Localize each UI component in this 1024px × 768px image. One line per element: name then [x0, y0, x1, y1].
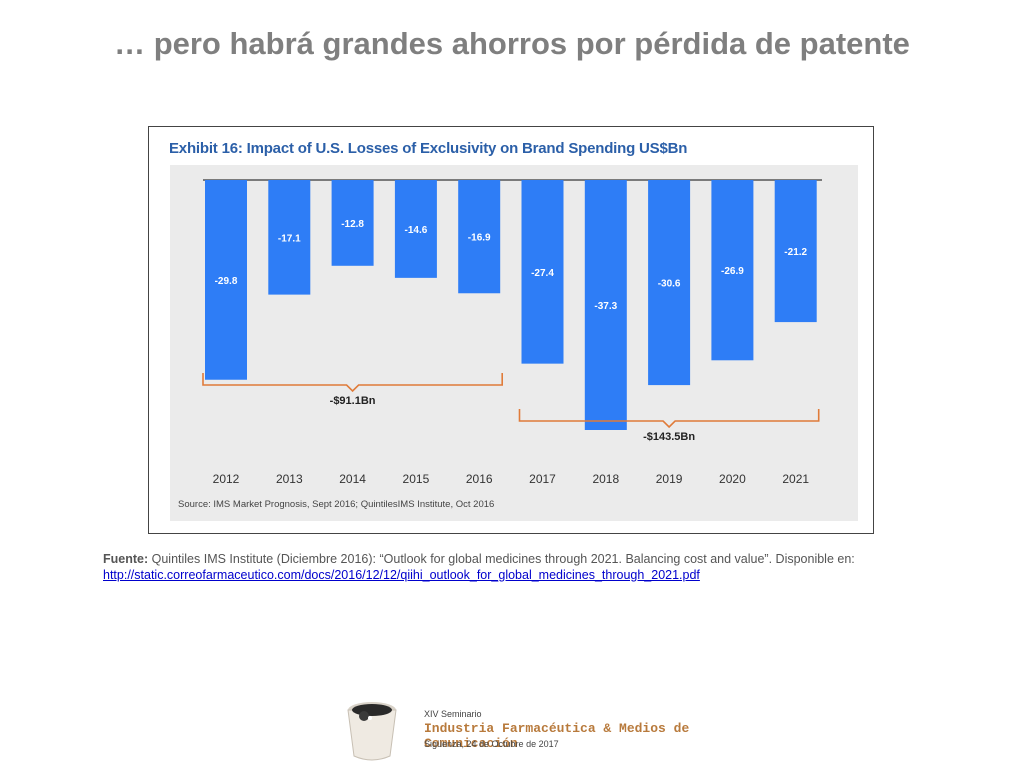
bar-value-label: -21.2	[784, 247, 807, 258]
footnote: Fuente: Quintiles IMS Institute (Diciemb…	[103, 551, 933, 583]
coffee-cup-icon	[347, 702, 397, 761]
year-tick-label: 2018	[592, 472, 619, 486]
group-total-label: -$143.5Bn	[643, 431, 695, 443]
year-tick-label: 2021	[782, 472, 809, 486]
group-total-label: -$91.1Bn	[330, 395, 376, 407]
seminar-logo: XIV Seminario Industria Farmacéutica & M…	[340, 690, 740, 761]
chart-source: Source: IMS Market Prognosis, Sept 2016;…	[178, 499, 494, 510]
year-tick-label: 2019	[656, 472, 683, 486]
logo-line3: Sigüenza, 24 de Octubre de 2017	[424, 739, 559, 749]
bar-value-label: -29.8	[215, 276, 238, 287]
bar-2013	[268, 180, 311, 295]
bar-chart: -29.8 -17.1 -12.8 -14.6 -16.9 -27.4 -37.3 -30.6…	[170, 165, 858, 521]
year-tick-label: 2017	[529, 472, 556, 486]
bar-value-label: -30.6	[658, 279, 681, 290]
group-bracket	[202, 373, 503, 393]
bar-2017	[521, 180, 564, 364]
bar-value-label: -27.4	[531, 268, 554, 279]
bar-value-label: -12.8	[341, 219, 364, 230]
group-bracket	[518, 409, 820, 429]
exhibit-chart-panel: Exhibit 16: Impact of U.S. Losses of Exc…	[148, 126, 874, 534]
footnote-label: Fuente:	[103, 552, 149, 566]
bar-2021	[774, 180, 817, 323]
bar-2014	[331, 180, 374, 266]
exhibit-title: Exhibit 16: Impact of U.S. Losses of Exc…	[169, 140, 688, 157]
bar-2012	[205, 180, 247, 380]
year-tick-label: 2012	[213, 472, 240, 486]
bar-value-label: -37.3	[594, 301, 617, 312]
year-tick-label: 2020	[719, 472, 746, 486]
bar-value-label: -14.6	[405, 225, 428, 236]
footnote-link[interactable]: http://static.correofarmaceutico.com/doc…	[103, 568, 700, 582]
logo-line2: Industria Farmacéutica & Medios de Comun…	[424, 721, 690, 751]
slide-title: … pero habrá grandes ahorros por pérdida…	[114, 26, 910, 61]
logo-line1: XIV Seminario	[424, 709, 482, 719]
bar-2019	[648, 180, 691, 386]
year-tick-label: 2013	[276, 472, 303, 486]
footnote-text: Quintiles IMS Institute (Diciembre 2016)…	[148, 552, 855, 566]
bar-2016	[458, 180, 501, 294]
bar-value-label: -16.9	[468, 233, 491, 244]
year-tick-label: 2014	[339, 472, 366, 486]
bar-2018	[584, 180, 627, 430]
bar-value-label: -17.1	[278, 233, 301, 244]
bar-2020	[711, 180, 754, 361]
bar-2015	[394, 180, 437, 278]
bar-value-label: -26.9	[721, 266, 744, 277]
year-tick-label: 2016	[466, 472, 493, 486]
year-tick-label: 2015	[403, 472, 430, 486]
